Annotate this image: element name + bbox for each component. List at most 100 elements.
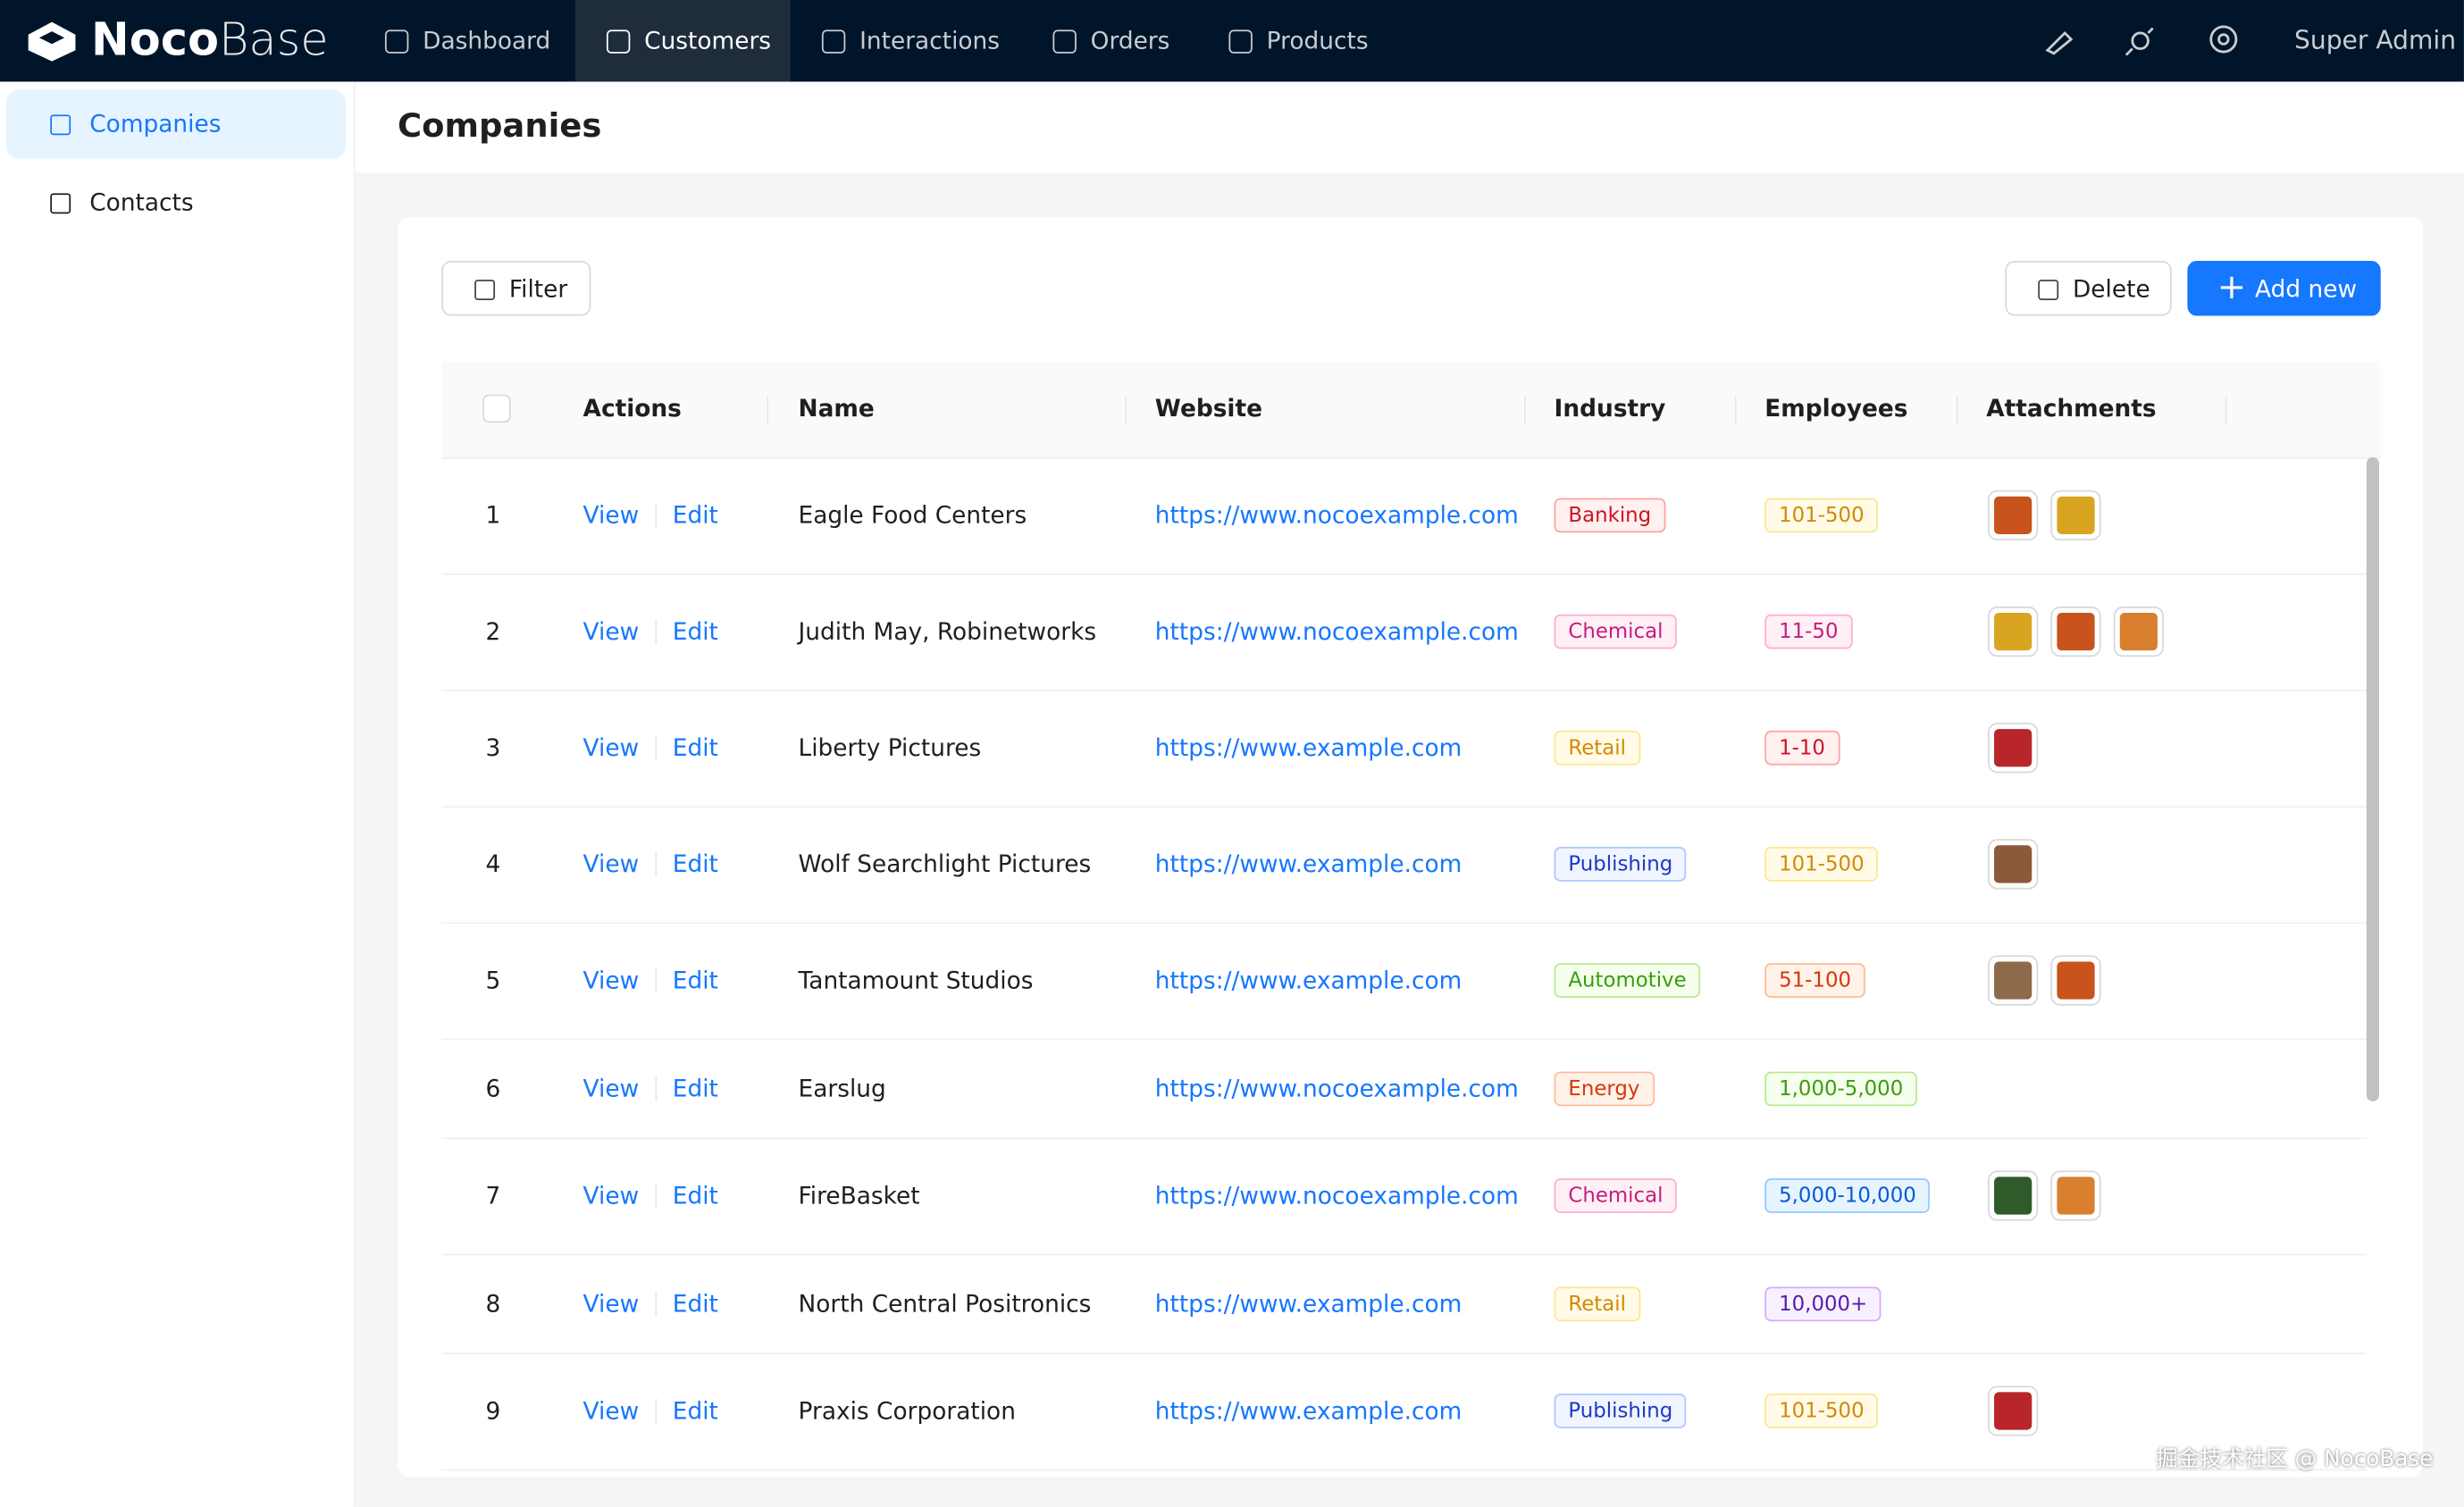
- website-link[interactable]: https://www.example.com: [1154, 1289, 1462, 1318]
- attachment-thumbnail[interactable]: [2050, 955, 2101, 1006]
- row-index: 3: [485, 733, 501, 763]
- delete-button[interactable]: Delete: [2005, 260, 2172, 316]
- column-divider: [2225, 396, 2227, 424]
- company-name: Tantamount Studios: [798, 966, 1034, 995]
- table-header: [441, 361, 2381, 459]
- top-bar: NocoBase Super Admin Dashboard Customers I…: [0, 0, 2464, 82]
- thumbnail-image: [2057, 961, 2095, 1000]
- edit-link[interactable]: Edit: [672, 617, 718, 646]
- employees-tag: 1-10: [1764, 730, 1840, 766]
- thumbnail-image: [1994, 612, 2032, 651]
- attachment-thumbnail[interactable]: [2050, 606, 2101, 657]
- table: Actions Name Website Industry Employees Attac…: [441, 361, 2381, 1478]
- edit-link[interactable]: Edit: [672, 733, 718, 763]
- industry-tag: Retail: [1554, 1285, 1640, 1321]
- brand: NocoBase: [91, 13, 329, 66]
- thumbnail-image: [2119, 612, 2158, 651]
- employees-tag: 5,000-10,000: [1764, 1178, 1931, 1213]
- column-divider: [1125, 396, 1127, 424]
- industry-tag: Chemical: [1554, 614, 1678, 649]
- website-link[interactable]: https://www.nocoexample.com: [1154, 501, 1519, 530]
- edit-link[interactable]: Edit: [672, 966, 718, 995]
- website-link[interactable]: https://www.example.com: [1154, 850, 1462, 879]
- row-index: 2: [485, 617, 501, 646]
- column-header: Name: [798, 394, 875, 423]
- menu-item[interactable]: Contacts: [6, 168, 346, 237]
- nav-item[interactable]: Customers: [574, 0, 791, 82]
- attachment-thumbnail[interactable]: [2050, 1170, 2101, 1221]
- employees-tag: 11-50: [1764, 614, 1853, 649]
- thumbnail-image: [1994, 1392, 2032, 1430]
- nav-item[interactable]: Orders: [1021, 0, 1197, 81]
- nav-item[interactable]: Interactions: [791, 0, 1022, 81]
- website-link[interactable]: https://www.example.com: [1154, 966, 1462, 995]
- edit-link[interactable]: Edit: [672, 501, 718, 530]
- view-link[interactable]: View: [582, 966, 640, 995]
- add-button[interactable]: Add new: [2187, 260, 2381, 316]
- employees-tag: 10,000+: [1764, 1285, 1882, 1321]
- page-header: Companies: [355, 81, 2464, 173]
- edit-link[interactable]: Edit: [672, 1181, 718, 1210]
- brand-bold: Noco: [91, 13, 220, 66]
- row-index: 7: [485, 1181, 501, 1210]
- website-link[interactable]: https://www.nocoexample.com: [1154, 1181, 1519, 1210]
- table-row: 2 View Edit Judith May, Robinetworks https:/…: [441, 573, 2367, 691]
- edit-link[interactable]: Edit: [672, 1074, 718, 1102]
- view-link[interactable]: View: [582, 1396, 640, 1426]
- row-index: 6: [485, 1074, 501, 1102]
- filter-button[interactable]: Filter: [441, 260, 591, 316]
- attachment-thumbnail[interactable]: [1988, 839, 2039, 890]
- action-divider: [655, 1398, 658, 1424]
- column-divider: [1956, 396, 1958, 424]
- attachment-thumbnail[interactable]: [1988, 955, 2039, 1006]
- sidebar: Companies Contacts: [0, 81, 356, 1507]
- company-name: Praxis Corporation: [798, 1396, 1016, 1426]
- view-link[interactable]: View: [582, 733, 640, 763]
- attachment-thumbnail[interactable]: [1988, 606, 2039, 657]
- nav-item[interactable]: Products: [1197, 0, 1398, 81]
- edit-link[interactable]: Edit: [672, 1396, 718, 1426]
- view-link[interactable]: View: [582, 501, 640, 530]
- view-link[interactable]: View: [582, 1074, 640, 1102]
- view-link[interactable]: View: [582, 850, 640, 879]
- view-link[interactable]: View: [582, 617, 640, 646]
- column-header: Attachments: [1986, 394, 2157, 423]
- table-row: 5 View Edit Tantamount Studios https://www.e…: [441, 922, 2367, 1041]
- view-link[interactable]: View: [582, 1181, 640, 1210]
- attachment-thumbnail[interactable]: [2050, 490, 2101, 541]
- website-link[interactable]: https://www.nocoexample.com: [1154, 1074, 1519, 1102]
- website-link[interactable]: https://www.example.com: [1154, 733, 1462, 763]
- action-divider: [655, 1075, 658, 1101]
- employees-tag: 51-100: [1764, 963, 1865, 998]
- attachment-thumbnail[interactable]: [1988, 723, 2039, 774]
- industry-tag: Automotive: [1554, 963, 1701, 998]
- industry-tag: Energy: [1554, 1070, 1655, 1106]
- column-divider: [767, 396, 769, 424]
- employees-tag: 1,000-5,000: [1764, 1070, 1918, 1106]
- thumbnail-image: [1994, 729, 2032, 767]
- attachment-thumbnail[interactable]: [1988, 490, 2039, 541]
- employees-tag: 101-500: [1764, 1394, 1879, 1428]
- website-link[interactable]: https://www.nocoexample.com: [1154, 617, 1519, 646]
- company-name: Judith May, Robinetworks: [798, 617, 1097, 646]
- edit-link[interactable]: Edit: [672, 850, 718, 879]
- action-divider: [655, 851, 658, 877]
- table-row: 7 View Edit FireBasket https://www.nocoexamp…: [441, 1137, 2367, 1256]
- table-row: 1 View Edit Eagle Food Centers https://www.n…: [441, 457, 2367, 575]
- select-all[interactable]: [482, 394, 511, 423]
- edit-link[interactable]: Edit: [672, 1289, 718, 1318]
- action-divider: [655, 967, 658, 993]
- attachment-thumbnail[interactable]: [2113, 606, 2165, 657]
- user-menu[interactable]: Super Admin: [2293, 25, 2457, 55]
- website-link[interactable]: https://www.example.com: [1154, 1396, 1462, 1426]
- thumbnail-image: [2057, 612, 2095, 651]
- industry-tag: Retail: [1554, 730, 1640, 766]
- action-divider: [655, 619, 658, 645]
- menu-item[interactable]: Companies: [6, 89, 346, 159]
- nav-item[interactable]: Dashboard: [354, 0, 575, 81]
- action-divider: [655, 1183, 658, 1209]
- attachment-thumbnail[interactable]: [1988, 1170, 2039, 1221]
- view-link[interactable]: View: [582, 1289, 640, 1318]
- attachment-thumbnail[interactable]: [1988, 1386, 2039, 1436]
